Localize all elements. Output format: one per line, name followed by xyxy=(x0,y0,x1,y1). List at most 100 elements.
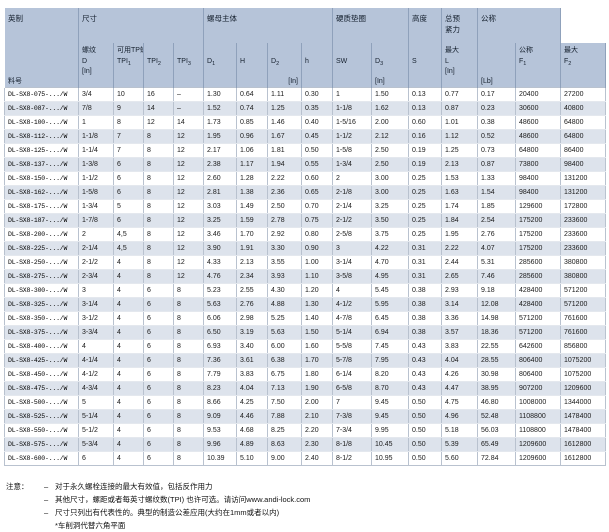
subheader-tpi3: TPI3 xyxy=(173,43,204,88)
cell-tpi3: 8 xyxy=(173,325,204,340)
cell-L: 2.93 xyxy=(441,283,478,298)
cell-L: 5.60 xyxy=(441,451,478,466)
cell-L: 4.96 xyxy=(441,409,478,424)
cell-F2: 172800 xyxy=(560,199,606,214)
cell-preload: 72.84 xyxy=(477,451,516,466)
cell-h: 0.30 xyxy=(301,87,333,102)
cell-tpi3: 8 xyxy=(173,353,204,368)
cell-tpi3: 14 xyxy=(173,115,204,130)
cell-tpi3: 8 xyxy=(173,339,204,354)
table-row: DL-SX8-450-.../W 4-1/2 4 6 8 7.79 3.83 6.75 1.80… xyxy=(4,367,606,382)
cell-D1: 7.79 xyxy=(203,367,237,382)
cell-D2: 6.38 xyxy=(267,353,302,368)
cell-tpi2: 6 xyxy=(143,339,174,354)
cell-F2: 98400 xyxy=(560,157,606,172)
notes-label: 注意： xyxy=(6,482,29,491)
cell-L: 2.13 xyxy=(441,157,478,172)
s-symbol: S xyxy=(412,58,417,65)
tpi2-subscript: 2 xyxy=(157,61,161,67)
cell-D2: 6.75 xyxy=(267,367,302,382)
cell-F2: 86400 xyxy=(560,143,606,158)
cell-L: 5.18 xyxy=(441,423,478,438)
cell-part-number: DL-SX8-187-.../W xyxy=(4,213,79,228)
cell-tpi1: 7 xyxy=(113,129,144,144)
cell-part-number: DL-SX8-600-.../W xyxy=(4,451,79,466)
cell-tpi2: 8 xyxy=(143,199,174,214)
cell-preload: 52.48 xyxy=(477,409,516,424)
table-row: DL-SX8-425-.../W 4-1/4 4 6 8 7.36 3.61 6.38 1.70… xyxy=(4,353,606,368)
cell-D: 2 xyxy=(78,227,114,242)
cell-H: 4.25 xyxy=(236,395,268,410)
group-header-height: 高度 xyxy=(408,8,442,43)
cell-D2: 3.30 xyxy=(267,241,302,256)
cell-F1: 806400 xyxy=(515,367,561,382)
cell-D1: 1.30 xyxy=(203,87,237,102)
table-row: DL-SX8-137-.../W 1-3/8 6 8 12 2.38 1.17 1.94 0.5… xyxy=(4,157,606,172)
cell-SW: 2-1/4 xyxy=(332,199,372,214)
cell-D1: 8.23 xyxy=(203,381,237,396)
cell-h: 2.10 xyxy=(301,409,333,424)
cell-L: 1.95 xyxy=(441,227,478,242)
cell-part-number: DL-SX8-125-.../W xyxy=(4,143,79,158)
cell-D1: 7.36 xyxy=(203,353,237,368)
cell-D1: 6.93 xyxy=(203,339,237,354)
cell-tpi3: 8 xyxy=(173,437,204,452)
f1-text: F xyxy=(519,58,524,65)
cell-h: 1.70 xyxy=(301,353,333,368)
cell-preload: 38.95 xyxy=(477,381,516,396)
cell-D3: 2.50 xyxy=(371,143,409,158)
note-dash: – xyxy=(44,482,49,491)
cell-F1: 175200 xyxy=(515,241,561,256)
cell-F1: 642600 xyxy=(515,339,561,354)
cell-H: 1.49 xyxy=(236,199,268,214)
cell-SW: 1-5/8 xyxy=(332,143,372,158)
cell-F1: 571200 xyxy=(515,311,561,326)
cell-tpi2: 6 xyxy=(143,325,174,340)
cell-h: 0.75 xyxy=(301,213,333,228)
table-row: DL-SX8-350-.../W 3-1/2 4 6 8 6.06 2.98 5.25 1.40… xyxy=(4,311,606,326)
cell-S: 0.13 xyxy=(408,101,442,116)
cell-tpi2: 8 xyxy=(143,129,174,144)
notes-section: 注意： – 对于永久螺栓连接的最大有效值，包括反作用力 – 其他尺寸，螺距或者每英寸螺… xyxy=(6,480,609,532)
cell-SW: 1 xyxy=(332,87,372,102)
cell-D2: 3.93 xyxy=(267,269,302,284)
cell-F2: 761600 xyxy=(560,311,606,326)
cell-D3: 5.45 xyxy=(371,283,409,298)
cell-F2: 1209600 xyxy=(560,381,606,396)
table-row: DL-SX8-125-.../W 1-1/4 7 8 12 2.17 1.06 1.81 0.5… xyxy=(4,143,606,158)
cell-F2: 1075200 xyxy=(560,367,606,382)
cell-F1: 806400 xyxy=(515,353,561,368)
table-row: DL-SX8-575-.../W 5-3/4 4 6 8 9.96 4.89 8.63 2.30… xyxy=(4,437,606,452)
table-row: DL-SX8-325-.../W 3-1/4 4 6 8 5.63 2.76 4.88 1.30… xyxy=(4,297,606,312)
cell-D: 4 xyxy=(78,339,114,354)
note-text: 尺寸只列出有代表性的。典型的制造公差应用(大约在1mm或者以内) xyxy=(55,508,280,517)
cell-h: 0.80 xyxy=(301,227,333,242)
cell-H: 1.91 xyxy=(236,241,268,256)
height-unit: [In] xyxy=(445,68,455,75)
cell-part-number: DL-SX8-250-.../W xyxy=(4,255,79,270)
cell-D2: 3.55 xyxy=(267,255,302,270)
preload-unit: [Lb] xyxy=(481,78,493,85)
cell-D3: 1.62 xyxy=(371,101,409,116)
cell-part-number: DL-SX8-200-.../W xyxy=(4,227,79,242)
cell-F1: 64800 xyxy=(515,143,561,158)
cell-D: 4-1/2 xyxy=(78,367,114,382)
cell-tpi3: 8 xyxy=(173,409,204,424)
cell-SW: 1-1/2 xyxy=(332,129,372,144)
cell-S: 0.25 xyxy=(408,213,442,228)
cell-H: 3.19 xyxy=(236,325,268,340)
cell-D: 4-3/4 xyxy=(78,381,114,396)
cell-H: 2.98 xyxy=(236,311,268,326)
cell-part-number: DL-SX8-350-.../W xyxy=(4,311,79,326)
cell-D2: 6.00 xyxy=(267,339,302,354)
cell-D3: 6.45 xyxy=(371,311,409,326)
subheader-part-number: 料号 xyxy=(4,43,79,88)
cell-preload: 46.80 xyxy=(477,395,516,410)
cell-F2: 1612800 xyxy=(560,437,606,452)
preload-line-1: 总预 xyxy=(445,14,460,23)
cell-preload: 0.73 xyxy=(477,143,516,158)
cell-D: 5-1/2 xyxy=(78,423,114,438)
cell-h: 0.45 xyxy=(301,129,333,144)
table-row: DL-SX8-225-.../W 2-1/4 4,5 8 12 3.90 1.91 3.30 0… xyxy=(4,241,606,256)
cell-part-number: DL-SX8-500-.../W xyxy=(4,395,79,410)
